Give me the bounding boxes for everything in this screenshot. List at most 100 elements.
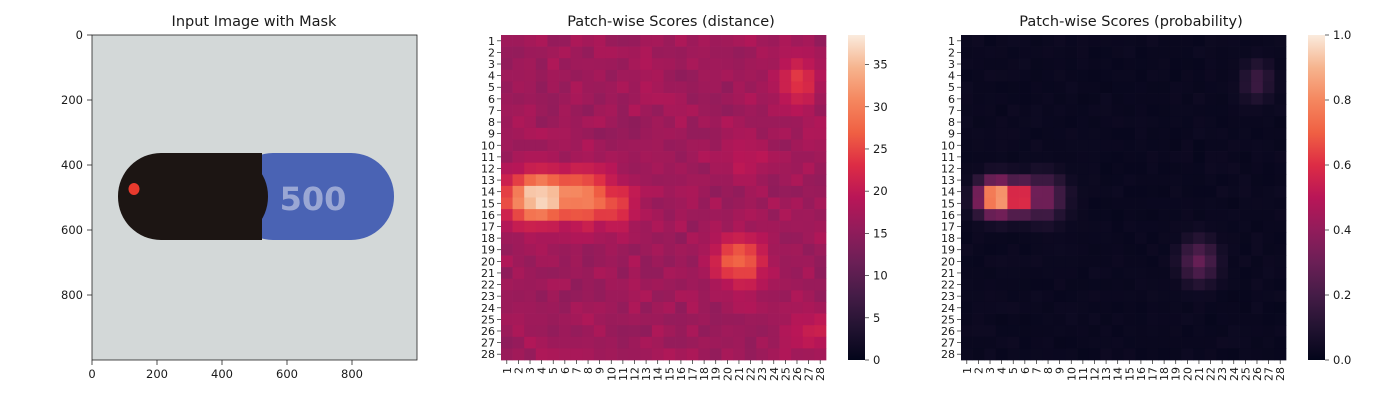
colorbar-gradient: [848, 35, 865, 360]
heatmap-cell: [1065, 243, 1078, 256]
heatmap-cell: [709, 104, 722, 117]
heatmap-cell: [663, 162, 676, 175]
heatmap-cell: [791, 104, 804, 117]
heatmap-cell: [663, 174, 676, 187]
heatmap-cell: [1181, 243, 1194, 256]
heatmap-cell: [814, 185, 827, 198]
heatmap-cell: [1077, 232, 1090, 245]
heatmap-cell: [1204, 139, 1217, 152]
heatmap-cell: [1007, 290, 1020, 303]
heatmap-cell: [1077, 127, 1090, 140]
heatmap-cell: [733, 104, 746, 117]
heatmap-cell: [1111, 185, 1124, 198]
heatmap-cell: [1227, 209, 1240, 222]
heatmap-cell: [744, 69, 757, 82]
heatmap-cell: [972, 174, 985, 187]
heatmap-cell: [1111, 151, 1124, 164]
heatmap-cell: [767, 116, 780, 129]
heatmap-cell: [593, 255, 606, 268]
heatmap-cell: [802, 197, 815, 210]
heatmap-cell: [512, 325, 525, 338]
heatmap-cell: [582, 162, 595, 175]
row-tick-label: 25: [941, 313, 955, 326]
heatmap-cell: [972, 46, 985, 59]
heatmap-cell: [1111, 243, 1124, 256]
heatmap-cell: [675, 81, 688, 94]
heatmap-cell: [663, 116, 676, 129]
heatmap-cell: [593, 336, 606, 349]
heatmap-cell: [1204, 313, 1217, 326]
heatmap-cell: [1030, 255, 1043, 268]
heatmap-cell: [524, 185, 537, 198]
heatmap-cell: [524, 69, 537, 82]
heatmap-cell: [501, 35, 513, 47]
heatmap-cell: [802, 348, 815, 361]
heatmap-cell: [814, 174, 827, 187]
heatmap-cell: [1181, 46, 1194, 59]
heatmap-cell: [651, 278, 664, 291]
heatmap-cell: [1088, 162, 1101, 175]
heatmap-cell: [535, 243, 548, 256]
heatmap-cell: [1065, 174, 1078, 187]
heatmap-cell: [1007, 104, 1020, 117]
heatmap-cell: [1111, 127, 1124, 140]
heatmap-cell: [582, 209, 595, 222]
heatmap-cell: [756, 301, 769, 314]
heatmap-cell: [524, 336, 537, 349]
heatmap-cell: [640, 127, 653, 140]
heatmap-cell: [1158, 220, 1171, 233]
heatmap-cell: [675, 69, 688, 82]
heatmap-cell: [651, 162, 664, 175]
heatmap-cell: [1123, 116, 1136, 129]
col-tick-label: 26: [791, 367, 804, 381]
heatmap-cell: [582, 232, 595, 245]
heatmap-cell: [1135, 243, 1148, 256]
heatmap-cell: [1030, 267, 1043, 280]
heatmap-cell: [1251, 139, 1264, 152]
heatmap-cell: [1030, 81, 1043, 94]
heatmap-cell: [721, 174, 734, 187]
heatmap-cell: [791, 313, 804, 326]
heatmap-cell: [512, 209, 525, 222]
heatmap-cell: [961, 127, 973, 140]
heatmap-cell: [972, 278, 985, 291]
col-tick-label: 18: [1158, 367, 1171, 381]
x-tick-label: 400: [211, 367, 233, 381]
heatmap-cell: [593, 209, 606, 222]
heatmap-cell: [686, 255, 699, 268]
heatmap-cell: [570, 46, 583, 59]
heatmap-cell: [570, 313, 583, 326]
heatmap-cell: [1053, 243, 1066, 256]
heatmap-cell: [802, 185, 815, 198]
heatmap-cell: [1077, 336, 1090, 349]
heatmap-cell: [767, 313, 780, 326]
heatmap-cell: [1262, 348, 1275, 361]
heatmap-cell: [512, 255, 525, 268]
heatmap-cell: [1204, 46, 1217, 59]
heatmap-cell: [1007, 139, 1020, 152]
heatmap-cell: [547, 69, 560, 82]
heatmap-cell: [779, 69, 792, 82]
heatmap-cell: [744, 255, 757, 268]
heatmap-cell: [1007, 81, 1020, 94]
heatmap-cell: [1239, 139, 1252, 152]
heatmap-cell: [1088, 255, 1101, 268]
heatmap-cell: [1251, 69, 1264, 82]
heatmap-cell: [1239, 174, 1252, 187]
heatmap-cell: [984, 220, 997, 233]
heatmap-cell: [995, 290, 1008, 303]
heatmap-cell: [1251, 151, 1264, 164]
heatmap-cell: [995, 104, 1008, 117]
heatmap-cell: [1065, 197, 1078, 210]
row-tick-label: 17: [941, 221, 955, 234]
heatmap-cell: [1169, 174, 1182, 187]
heatmap-cell: [501, 243, 513, 256]
heatmap-cell: [814, 290, 827, 303]
row-tick-label: 4: [488, 70, 495, 83]
heatmap-cell: [1065, 290, 1078, 303]
heatmap-cell: [779, 127, 792, 140]
heatmap-cell: [1181, 336, 1194, 349]
heatmap-cell: [501, 139, 513, 152]
heatmap-cell: [535, 209, 548, 222]
heatmap-cell: [1111, 325, 1124, 338]
